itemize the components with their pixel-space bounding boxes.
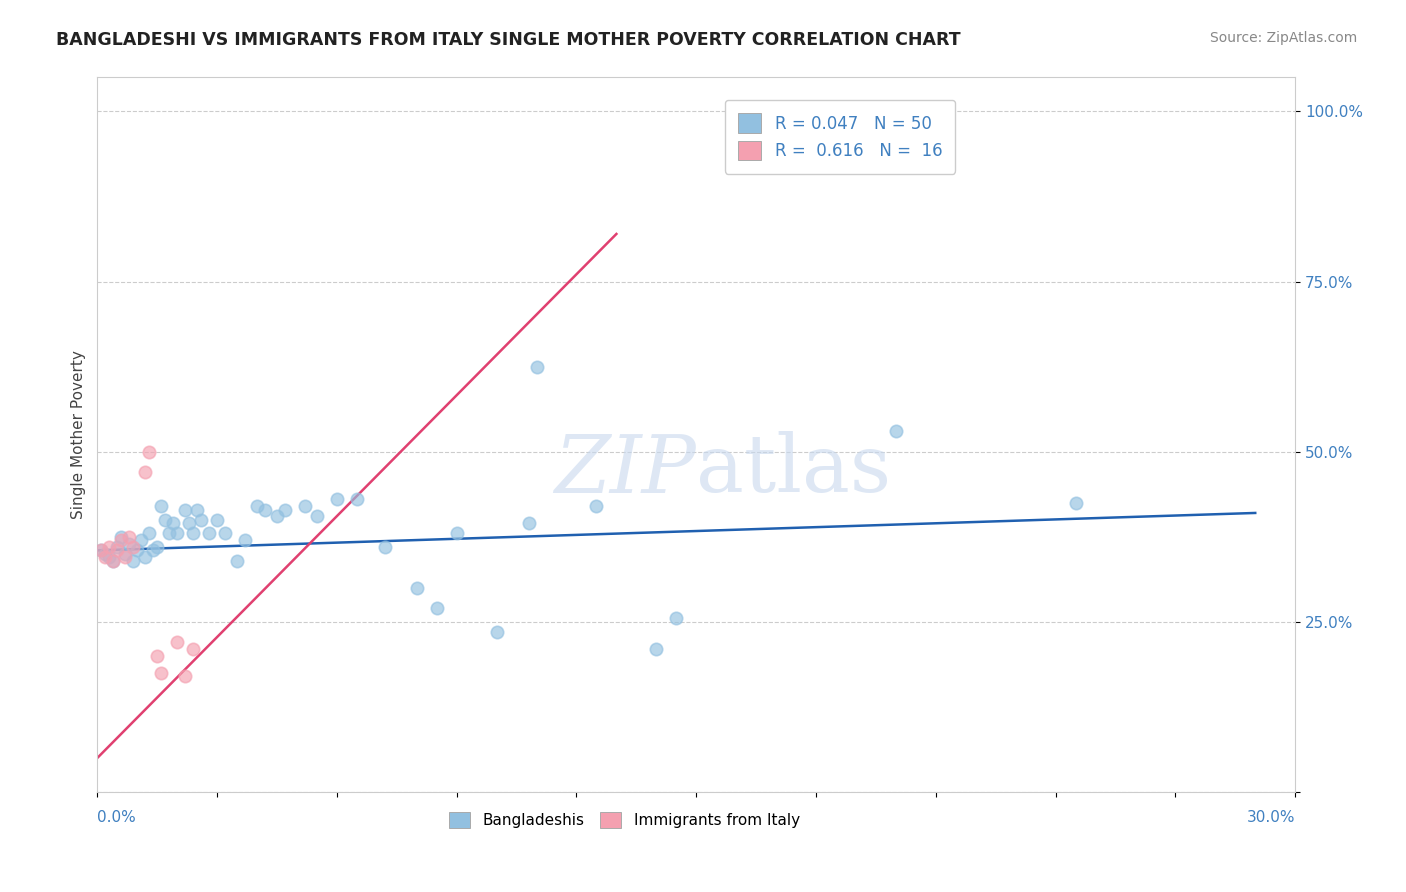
- Point: [346, 492, 368, 507]
- Point: [157, 526, 180, 541]
- Text: 30.0%: 30.0%: [1247, 810, 1295, 825]
- Point: [90, 543, 112, 558]
- Text: atlas: atlas: [696, 432, 891, 509]
- Point: [181, 526, 204, 541]
- Point: [122, 540, 145, 554]
- Text: ZIP: ZIP: [554, 432, 696, 509]
- Point: [146, 540, 169, 554]
- Point: [110, 533, 132, 548]
- Point: [105, 543, 128, 558]
- Legend: Bangladeshis, Immigrants from Italy: Bangladeshis, Immigrants from Italy: [443, 806, 806, 834]
- Point: [105, 540, 128, 554]
- Point: [326, 492, 349, 507]
- Point: [426, 601, 449, 615]
- Point: [142, 543, 165, 558]
- Point: [114, 550, 136, 565]
- Point: [645, 642, 668, 657]
- Text: Source: ZipAtlas.com: Source: ZipAtlas.com: [1209, 31, 1357, 45]
- Point: [254, 502, 277, 516]
- Point: [446, 526, 468, 541]
- Point: [174, 502, 197, 516]
- Point: [150, 499, 173, 513]
- Point: [246, 499, 269, 513]
- Point: [190, 513, 212, 527]
- Point: [162, 516, 184, 531]
- Point: [138, 444, 160, 458]
- Point: [146, 648, 169, 663]
- Point: [118, 530, 141, 544]
- Point: [166, 526, 188, 541]
- Point: [166, 635, 188, 649]
- Point: [94, 547, 117, 561]
- Point: [485, 625, 508, 640]
- Text: 0.0%: 0.0%: [97, 810, 136, 825]
- Y-axis label: Single Mother Poverty: Single Mother Poverty: [72, 351, 86, 519]
- Point: [274, 502, 297, 516]
- Point: [103, 553, 125, 567]
- Point: [134, 550, 156, 565]
- Point: [179, 516, 201, 531]
- Text: BANGLADESHI VS IMMIGRANTS FROM ITALY SINGLE MOTHER POVERTY CORRELATION CHART: BANGLADESHI VS IMMIGRANTS FROM ITALY SIN…: [56, 31, 960, 49]
- Point: [174, 669, 197, 683]
- Point: [665, 611, 688, 625]
- Point: [374, 540, 396, 554]
- Point: [181, 642, 204, 657]
- Point: [884, 425, 907, 439]
- Point: [98, 550, 121, 565]
- Point: [226, 553, 249, 567]
- Point: [127, 543, 149, 558]
- Point: [585, 499, 607, 513]
- Point: [150, 665, 173, 680]
- Point: [98, 540, 121, 554]
- Point: [103, 553, 125, 567]
- Point: [129, 533, 152, 548]
- Point: [110, 530, 132, 544]
- Point: [122, 553, 145, 567]
- Point: [214, 526, 236, 541]
- Point: [233, 533, 256, 548]
- Point: [90, 543, 112, 558]
- Point: [405, 581, 427, 595]
- Point: [517, 516, 540, 531]
- Point: [526, 359, 548, 374]
- Point: [186, 502, 208, 516]
- Point: [205, 513, 228, 527]
- Point: [294, 499, 316, 513]
- Point: [155, 513, 177, 527]
- Point: [266, 509, 288, 524]
- Point: [118, 536, 141, 550]
- Point: [94, 550, 117, 565]
- Point: [1064, 496, 1087, 510]
- Point: [305, 509, 328, 524]
- Point: [134, 465, 156, 479]
- Point: [138, 526, 160, 541]
- Point: [114, 547, 136, 561]
- Point: [198, 526, 221, 541]
